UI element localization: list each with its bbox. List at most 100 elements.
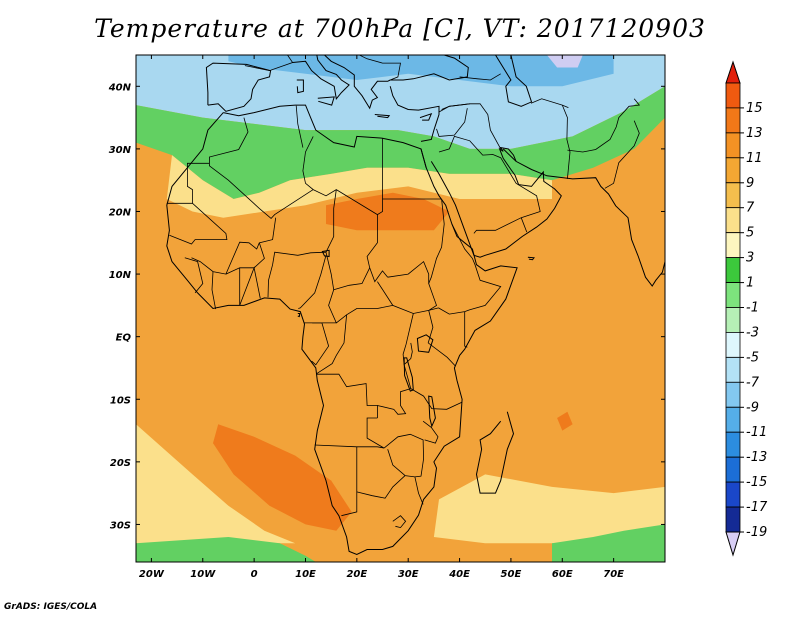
colorbar-label: 9 <box>746 176 754 191</box>
border-rwanda-burundi-tanzania <box>404 342 413 365</box>
border-libya-south <box>302 136 383 216</box>
latitude-axis: 40N 30N 20N 10N EQ 10S 20S 30S <box>108 82 665 531</box>
footer-credit: GrADS: IGES/COLA <box>4 602 98 612</box>
border-car-drc <box>336 305 393 324</box>
border-caucasus <box>459 73 501 81</box>
colorbar-label: -3 <box>746 325 759 340</box>
colorbar-label: -15 <box>746 475 767 490</box>
colorbar-label: 7 <box>746 201 755 216</box>
border-mozambique-malawi <box>422 420 439 444</box>
colorbar-label: -9 <box>746 400 759 415</box>
lon-tick-label: 70E <box>603 569 624 580</box>
coastline-sicily <box>317 96 335 106</box>
lon-tick-label: 30E <box>398 569 419 580</box>
colorbar-label: 13 <box>746 126 763 141</box>
colorbar-label: 11 <box>746 151 763 166</box>
lat-tick-label: 40N <box>108 82 132 93</box>
coastline-red-sea-africa-side <box>420 148 427 168</box>
coastline-madagascar <box>475 411 515 494</box>
colorbar-swatch <box>725 506 741 533</box>
region-madagascar-warm-spot <box>557 411 573 431</box>
colorbar-swatch <box>725 331 741 358</box>
border-uganda-kenya-tanzania <box>427 310 456 367</box>
border-niger-nigeria <box>267 251 327 298</box>
colorbar-label: -13 <box>746 450 767 465</box>
coastline-socotra <box>527 256 535 261</box>
colorbar-swatch <box>725 456 741 483</box>
colorbar-label: -7 <box>746 375 760 390</box>
colorbar-swatch <box>725 307 741 333</box>
border-niger-chad <box>325 189 337 253</box>
lon-tick-label: 10W <box>190 569 216 580</box>
border-yemen-oman <box>520 217 528 233</box>
colorbar-label: -5 <box>746 350 759 365</box>
border-ukraine-romania <box>359 55 401 81</box>
border-sa-mozambique <box>414 476 424 505</box>
lat-tick-label: 30N <box>109 145 132 156</box>
border-gabon-congo <box>311 322 330 366</box>
colorbar-label: 5 <box>746 226 754 241</box>
lat-tick-label: EQ <box>116 333 132 344</box>
coastline-bioko <box>297 313 301 318</box>
border-turkey-syria <box>438 103 470 113</box>
border-congo-drc <box>316 314 347 374</box>
colorbar-swatch <box>725 356 741 383</box>
colorbar-label: 1 <box>746 276 754 291</box>
colorbar-bottom-arrow <box>725 531 741 557</box>
border-nigeria-cameroon <box>298 255 327 309</box>
lon-tick-label: 40E <box>448 569 470 580</box>
colorbar-label: 15 <box>746 101 763 116</box>
border-saudi-borders <box>438 135 541 234</box>
lake-malawi <box>428 395 436 428</box>
colorbar-swatch <box>725 232 741 258</box>
border-botswana-sa <box>356 475 406 499</box>
coastline-cyprus <box>419 112 433 121</box>
border-chad-car-cameroon <box>325 252 371 291</box>
plot-area <box>135 54 666 563</box>
lat-tick-label: 10N <box>109 270 132 281</box>
coastline-sinai-levant <box>389 86 440 142</box>
region-southeast-green <box>552 524 665 562</box>
border-india-pakistan <box>604 120 640 189</box>
lat-tick-label: 10S <box>110 395 131 406</box>
colorbar-swatch <box>725 132 741 159</box>
coastline-balkans-greece <box>324 55 391 110</box>
lon-tick-label: 60E <box>552 569 573 580</box>
colorbar-swatch <box>725 481 741 508</box>
border-algeria-niger-mali <box>208 117 314 219</box>
caspian-sea <box>494 55 533 107</box>
border-west-africa-borders <box>211 271 216 310</box>
border-ethiopia-somalia-kenya <box>438 223 502 315</box>
colorbar-swatch <box>725 282 741 308</box>
colorbar-label: -1 <box>746 301 759 316</box>
colorbar-top-arrow <box>725 60 741 84</box>
border-ghana-borders <box>239 266 261 306</box>
colorbar: 15 13 11 9 7 5 3 1 -1 -3 -5 -7 -9 -11 -13 -15 -17 -19 <box>725 60 768 557</box>
border-guinea-borders <box>184 257 204 294</box>
colorbar-swatch <box>725 82 741 109</box>
lon-tick-label: 10E <box>295 569 316 580</box>
colorbar-label: -11 <box>746 425 767 440</box>
colorbar-swatch <box>725 182 741 209</box>
lat-tick-label: 30S <box>110 520 131 531</box>
region-south-indian-pale <box>433 474 665 544</box>
map-title: Temperature at 700hPa [C], VT: 201712090… <box>94 14 706 43</box>
colorbar-label: -17 <box>746 500 768 515</box>
coastline-africa-coast <box>166 104 518 556</box>
coastline-persian-gulf-north <box>499 146 517 162</box>
colorbar-swatch <box>725 157 741 184</box>
border-mali-niger <box>191 217 277 275</box>
border-burkina-line <box>225 242 265 275</box>
colorbar-swatch <box>725 406 741 433</box>
country-borders <box>166 55 641 529</box>
border-south-sudan <box>387 260 430 284</box>
lon-tick-label: 0 <box>251 569 258 580</box>
border-afghan-pakistan <box>567 98 641 153</box>
border-zambia-zimbabwe-mozambique <box>383 433 425 478</box>
longitude-axis: 20W 10W 0 10E 20E 30E 40E 50E 60E 70E <box>139 55 624 580</box>
coastline-south-europe-coast <box>205 62 272 112</box>
border-drc-east <box>377 313 414 415</box>
colorbar-swatch <box>725 207 741 233</box>
border-tanzania-zambia-mozambique <box>410 388 462 410</box>
